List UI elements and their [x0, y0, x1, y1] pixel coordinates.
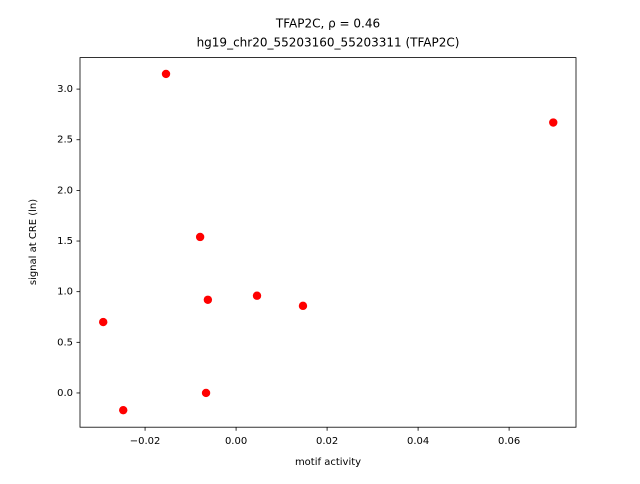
x-tick-label: 0.06 [498, 436, 520, 447]
x-tick-label: 0.00 [225, 436, 247, 447]
x-tick-label: −0.02 [130, 436, 161, 447]
point [161, 69, 171, 79]
y-tick-label: 2.5 [57, 135, 73, 146]
y-tick-label: 1.0 [57, 287, 73, 298]
y-tick-label: 1.5 [57, 236, 73, 247]
point [195, 232, 205, 242]
y-tick-label: 2.0 [57, 185, 73, 196]
point [298, 301, 308, 311]
y-axis-label: signal at CRE (ln) [28, 199, 39, 285]
point [203, 295, 213, 304]
y-tick-label: 3.0 [57, 84, 73, 95]
chart-subtitle: hg19_chr20_55203160_55203311 (TFAP2C) [197, 36, 460, 50]
point [252, 291, 262, 300]
y-tick-label: 0.0 [57, 388, 73, 399]
point [119, 405, 128, 415]
x-tick-label: 0.02 [316, 436, 338, 447]
x-axis-label: motif activity [295, 457, 361, 468]
point [99, 317, 108, 327]
plot-frame [79, 57, 577, 428]
chart-title: TFAP2C, ρ = 0.46 [275, 17, 380, 31]
x-tick-label: 0.04 [407, 436, 429, 447]
point [201, 388, 211, 398]
point [549, 118, 558, 127]
y-tick-label: 0.5 [57, 337, 73, 348]
